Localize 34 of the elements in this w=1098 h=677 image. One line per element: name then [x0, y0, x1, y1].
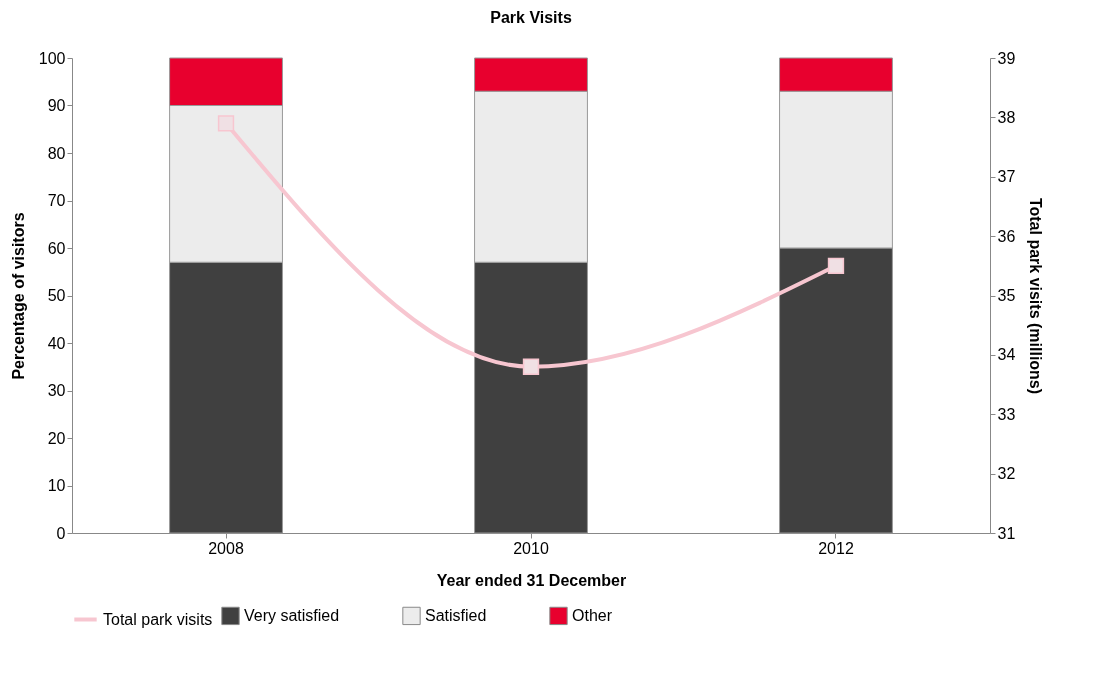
- y-tick-label: 20: [47, 429, 66, 447]
- y2-tick-label: 31: [997, 524, 1016, 542]
- y-tick-label: 90: [47, 97, 66, 114]
- y2-tick-label: 32: [997, 465, 1016, 483]
- y-tick-label: 80: [47, 144, 66, 162]
- chart-title: Park Visits: [490, 9, 572, 26]
- y2-tick-label: 33: [997, 405, 1016, 423]
- x-axis-title: Year ended 31 December: [436, 571, 627, 589]
- y-tick-label: 0: [56, 524, 66, 542]
- y2-tick-label: 34: [997, 346, 1016, 364]
- y2-tick-label: 36: [997, 227, 1016, 245]
- y-tick-label: 30: [47, 382, 66, 399]
- y2-tick-label: 37: [997, 168, 1016, 186]
- x-tick-label: 2008: [208, 539, 244, 557]
- point: [217, 115, 235, 132]
- x-tick-label: 2012: [818, 539, 854, 557]
- y2-tick-label: 35: [997, 287, 1016, 304]
- point: [522, 358, 540, 375]
- y-tick-label: 70: [47, 192, 66, 209]
- legend-label: Very satisfied: [244, 606, 340, 624]
- x-tick-label: 2010: [513, 539, 549, 557]
- y-tick-label: 60: [47, 239, 66, 257]
- legend-label: Total park visits: [103, 610, 213, 628]
- y-tick-label: 40: [47, 334, 66, 352]
- y-axis-title: Percentage of visitors: [9, 212, 27, 380]
- y2-tick-label: 38: [997, 108, 1016, 126]
- legend-label: Other: [572, 606, 613, 624]
- y-tick-label: 10: [47, 477, 66, 494]
- y-tick-label: 100: [38, 49, 66, 67]
- y2-axis-title: Total park visits (millions): [1027, 197, 1045, 395]
- legend-label: Satisfied: [425, 606, 487, 624]
- y2-tick-label: 39: [997, 49, 1016, 67]
- y-tick-label: 50: [47, 287, 66, 304]
- point: [827, 257, 845, 274]
